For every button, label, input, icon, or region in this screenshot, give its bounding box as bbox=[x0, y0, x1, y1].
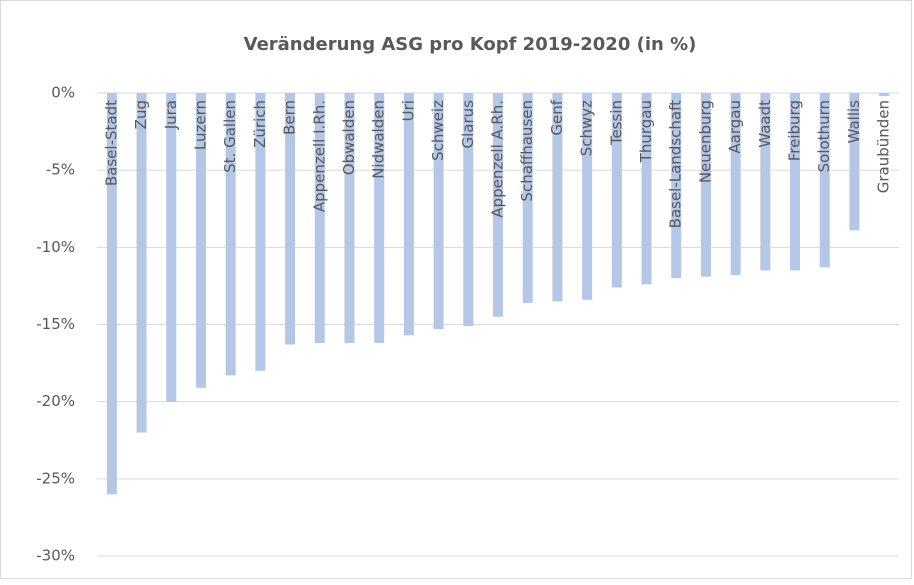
x-tick-label: Uri bbox=[399, 100, 417, 121]
bar bbox=[760, 93, 771, 271]
bar bbox=[879, 93, 890, 97]
x-tick-label: Waadt bbox=[756, 100, 774, 148]
x-tick-label: Bern bbox=[281, 100, 299, 135]
bar bbox=[493, 93, 503, 317]
bar bbox=[136, 93, 147, 433]
x-tick-label: Schweiz bbox=[429, 100, 447, 161]
bar bbox=[374, 93, 385, 344]
x-tick-label: Obwalden bbox=[340, 100, 358, 175]
x-tick-label: Wallis bbox=[845, 100, 863, 144]
bar bbox=[255, 93, 266, 371]
y-tick-label: -15% bbox=[36, 315, 75, 333]
x-tick-label: Freiburg bbox=[786, 100, 804, 161]
x-tick-label: Appenzell I.Rh. bbox=[310, 100, 328, 212]
chart-title: Veränderung ASG pro Kopf 2019-2020 (in %… bbox=[244, 34, 697, 55]
x-tick-label: Glarus bbox=[459, 100, 477, 149]
bar bbox=[463, 93, 474, 327]
x-tick-label: St. Gallen bbox=[221, 100, 239, 173]
y-tick-label: -25% bbox=[36, 469, 75, 487]
bar bbox=[582, 93, 593, 300]
bar bbox=[790, 93, 801, 271]
y-tick-label: -20% bbox=[36, 392, 75, 410]
bar bbox=[285, 93, 296, 345]
y-tick-label: -30% bbox=[36, 547, 75, 565]
x-tick-label: Genf bbox=[548, 99, 566, 135]
bar bbox=[522, 93, 533, 303]
bar bbox=[552, 93, 563, 302]
bar bbox=[166, 93, 177, 402]
x-tick-label: Basel-Stadt bbox=[102, 100, 120, 186]
x-tick-label: Neuenburg bbox=[696, 100, 714, 183]
x-tick-label: Jura bbox=[162, 100, 180, 130]
bar bbox=[641, 93, 652, 285]
bar bbox=[106, 93, 117, 495]
x-tick-label: Schaffhausen bbox=[518, 100, 536, 202]
y-tick-label: 0% bbox=[51, 84, 75, 102]
x-tick-label: Zug bbox=[132, 100, 150, 129]
x-tick-label: Basel-Landschaft bbox=[667, 100, 685, 228]
bar bbox=[403, 93, 414, 336]
bar bbox=[730, 93, 741, 276]
bar bbox=[314, 93, 325, 344]
x-tick-label: Zürich bbox=[251, 100, 269, 148]
x-tick-label: Nidwalden bbox=[370, 100, 388, 179]
y-tick-label: -5% bbox=[46, 161, 75, 179]
bar bbox=[611, 93, 622, 288]
x-tick-label: Luzern bbox=[191, 100, 209, 150]
bar bbox=[671, 93, 682, 279]
x-tick-label: Solothurn bbox=[815, 100, 833, 172]
bar bbox=[849, 93, 860, 231]
x-tick-label: Aargau bbox=[726, 100, 744, 154]
x-tick-label: Thurgau bbox=[637, 100, 655, 163]
x-tick-label: Tessin bbox=[607, 100, 625, 146]
x-tick-label: Schwyz bbox=[578, 100, 596, 156]
bar bbox=[819, 93, 830, 268]
bar bbox=[225, 93, 236, 376]
x-tick-label: Appenzell A.Rh. bbox=[489, 100, 507, 218]
y-tick-label: -10% bbox=[36, 238, 75, 256]
bar bbox=[700, 93, 711, 277]
bar bbox=[344, 93, 355, 344]
bar bbox=[433, 93, 444, 330]
bar bbox=[195, 93, 206, 388]
x-tick-label: Graubünden bbox=[875, 100, 893, 193]
